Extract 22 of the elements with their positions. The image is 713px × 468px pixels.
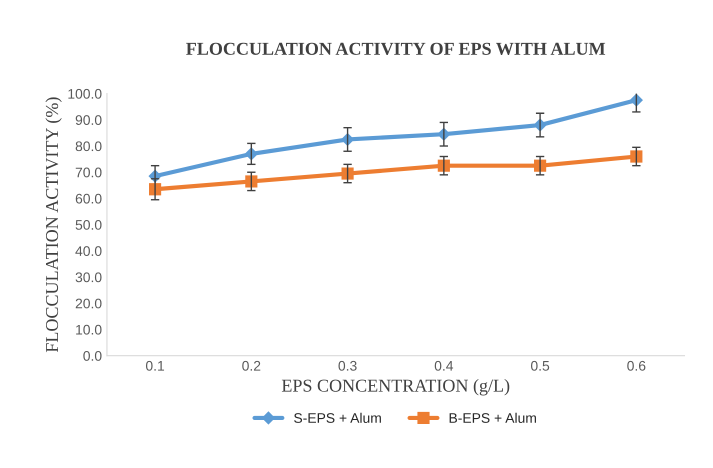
y-tick-label: 60.0 [76,194,102,204]
x-axis-title: EPS CONCENTRATION (g/L) [282,379,510,396]
x-tick-label: 0.5 [530,360,550,371]
y-tick-label: 70.0 [76,168,102,178]
x-tick-label: 0.2 [242,360,260,371]
x-tick-label: 0.3 [338,360,357,371]
y-tick-label: 30.0 [76,272,102,282]
chart-title: FLOCCULATION ACTIVITY OF EPS WITH ALUM [186,42,606,55]
legend-label: B-EPS + Alum [450,412,536,423]
y-tick-label: 90.0 [76,115,102,125]
x-tick-label: 0.4 [434,360,454,371]
x-tick-label: 0.6 [627,360,646,371]
y-tick-label: 100.0 [68,88,102,99]
y-tick-label: 0.0 [83,351,102,361]
y-tick-label: 40.0 [75,246,102,256]
y-tick-label: 10.0 [76,324,102,335]
y-tick-label: 50.0 [76,220,102,230]
legend-label: S-EPS + Alum [294,412,381,423]
x-tick-label: 0.1 [146,360,164,371]
y-tick-label: 20.0 [76,298,102,308]
y-axis-title: FLOCCULATION ACTIVITY (%) [45,97,62,352]
y-tick-label: 80.0 [76,141,102,152]
